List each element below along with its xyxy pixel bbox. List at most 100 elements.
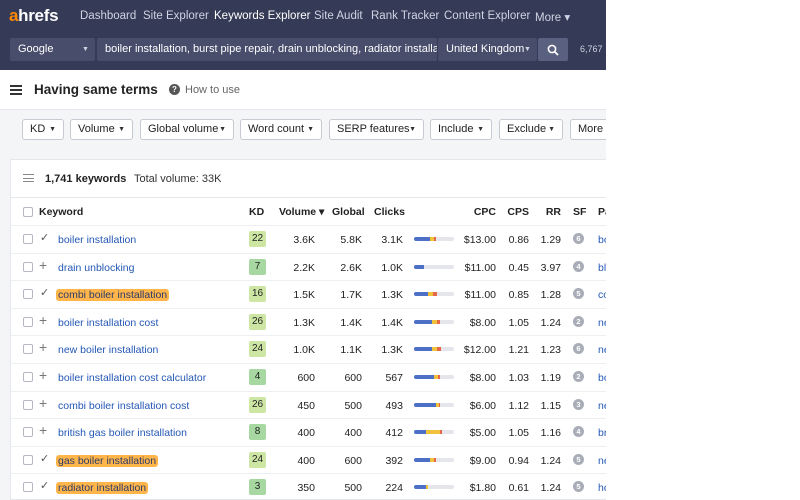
clicks-cell: 1.4K xyxy=(381,316,403,329)
col-cps[interactable]: CPS xyxy=(507,206,529,218)
list-icon[interactable] xyxy=(23,174,34,182)
serp-features-count[interactable]: 6 xyxy=(573,233,584,244)
col-volume[interactable]: Volume ▾ xyxy=(279,206,325,218)
parent-topic-link[interactable]: bl xyxy=(598,261,606,274)
serp-features-count[interactable]: 4 xyxy=(573,426,584,438)
filter-include[interactable]: Include ▼ xyxy=(430,119,492,140)
cpc-cell: $8.00 xyxy=(469,372,496,384)
keyword-link[interactable]: boiler installation cost xyxy=(58,316,159,329)
keyword-link[interactable]: british gas boiler installation xyxy=(58,427,187,440)
table-row: + boiler installation cost 26 1.3K 1.4K 1.4K $… xyxy=(11,307,606,336)
parent-topic-link[interactable]: bo xyxy=(598,372,606,384)
serp-features-count[interactable]: 6 xyxy=(573,343,584,355)
col-sf[interactable]: SF xyxy=(573,206,587,218)
nav-more[interactable]: More ▾ xyxy=(535,12,571,24)
row-checkbox[interactable] xyxy=(23,234,33,244)
col-clicks[interactable]: Clicks xyxy=(374,206,405,218)
parent-topic-link[interactable]: ne xyxy=(598,399,606,412)
parent-topic-link[interactable]: bo xyxy=(598,234,606,246)
keyword-link[interactable]: radiator installation xyxy=(56,482,149,495)
filter-volume[interactable]: Volume ▼ xyxy=(70,119,133,140)
add-icon[interactable]: + xyxy=(39,367,48,383)
keyword-link[interactable]: new boiler installation xyxy=(58,344,159,357)
keyword-link[interactable]: combi boiler installation cost xyxy=(58,399,190,412)
bar-segment xyxy=(439,402,440,407)
add-icon[interactable]: + xyxy=(39,256,48,273)
nav-rank-tracker[interactable]: Rank Tracker xyxy=(371,10,440,22)
filter-exclude[interactable]: Exclude ▼ xyxy=(499,119,563,140)
row-checkbox[interactable] xyxy=(23,427,33,438)
col-kd[interactable]: KD xyxy=(249,206,265,218)
nav-site-explorer[interactable]: Site Explorer xyxy=(143,10,209,22)
keyword-link[interactable]: drain unblocking xyxy=(58,261,135,274)
help-icon[interactable]: ? xyxy=(169,84,180,95)
serp-features-count[interactable]: 2 xyxy=(573,315,584,327)
row-checkbox[interactable] xyxy=(23,316,33,327)
col-cpc[interactable]: CPC xyxy=(473,206,496,218)
check-icon[interactable]: ✓ xyxy=(40,452,50,465)
keyword-link[interactable]: gas boiler installation xyxy=(56,454,159,467)
col-parent-topic[interactable]: Pa xyxy=(598,206,606,218)
check-icon[interactable]: ✓ xyxy=(40,232,50,244)
cpc-cell: $11.00 xyxy=(464,261,496,274)
select-all-checkbox[interactable] xyxy=(23,207,33,217)
serp-features-count[interactable]: 2 xyxy=(573,371,584,382)
serp-features-count[interactable]: 4 xyxy=(573,260,584,272)
country-select[interactable]: United Kingdom ▼ xyxy=(438,38,537,61)
row-checkbox[interactable] xyxy=(23,344,33,355)
add-icon[interactable]: + xyxy=(39,311,48,328)
parent-topic-link[interactable]: co xyxy=(598,289,606,302)
row-checkbox[interactable] xyxy=(23,399,33,410)
how-to-use-link[interactable]: How to use xyxy=(185,84,241,96)
kd-badge: 22 xyxy=(249,231,266,247)
serp-features-count[interactable]: 3 xyxy=(573,398,584,410)
nav-dashboard[interactable]: Dashboard xyxy=(80,10,137,22)
filter-serp-features[interactable]: SERP features ▼ xyxy=(329,119,424,140)
row-checkbox[interactable] xyxy=(23,372,33,382)
top-navigation: ahrefs Dashboard Site Explorer Keywords … xyxy=(0,0,606,34)
ahrefs-logo[interactable]: ahrefs xyxy=(9,6,59,25)
col-keyword[interactable]: Keyword xyxy=(39,206,84,218)
filter-kd[interactable]: KD ▼ xyxy=(22,119,64,140)
add-icon[interactable]: + xyxy=(39,422,48,439)
search-engine-select[interactable]: Google ▼ xyxy=(10,38,95,61)
search-button[interactable] xyxy=(538,38,568,61)
keyword-link[interactable]: boiler installation xyxy=(58,234,137,246)
serp-features-count[interactable]: 5 xyxy=(573,481,584,493)
cps-cell: 1.05 xyxy=(508,427,529,440)
add-icon[interactable]: + xyxy=(39,339,48,356)
parent-topic-link[interactable]: ne xyxy=(598,454,606,467)
row-checkbox[interactable] xyxy=(23,261,33,272)
serp-features-count[interactable]: 5 xyxy=(573,453,584,465)
row-checkbox[interactable] xyxy=(23,482,33,493)
parent-topic-link[interactable]: ho xyxy=(598,482,606,495)
bar-segment xyxy=(436,347,441,352)
nav-site-audit[interactable]: Site Audit xyxy=(314,10,363,22)
keyword-link[interactable]: boiler installation cost calculator xyxy=(58,372,207,384)
filter-word-count[interactable]: Word count ▼ xyxy=(240,119,322,140)
keywords-input[interactable]: boiler installation, burst pipe repair, … xyxy=(97,38,437,61)
menu-icon[interactable] xyxy=(10,85,22,95)
cpc-cell: $11.00 xyxy=(464,289,496,302)
chevron-down-icon: ▼ xyxy=(477,126,484,133)
parent-topic-link[interactable]: br xyxy=(598,427,606,440)
parent-topic-link[interactable]: ne xyxy=(598,344,606,357)
keyword-link[interactable]: combi boiler installation xyxy=(56,289,170,302)
parent-topic-link[interactable]: ne xyxy=(598,316,606,329)
serp-features-count[interactable]: 5 xyxy=(573,288,584,300)
col-rr[interactable]: RR xyxy=(545,206,561,218)
check-icon[interactable]: ✓ xyxy=(40,480,50,493)
credits-count: 6,767 xyxy=(580,44,603,54)
nav-content-explorer[interactable]: Content Explorer xyxy=(444,10,531,22)
row-checkbox[interactable] xyxy=(23,289,33,300)
add-icon[interactable]: + xyxy=(39,394,48,411)
row-checkbox[interactable] xyxy=(23,454,33,465)
keyword-cell: boiler installation cost xyxy=(58,317,158,329)
keyword-cell: combi boiler installation xyxy=(56,289,170,302)
check-icon[interactable]: ✓ xyxy=(40,287,50,300)
filter-more[interactable]: More xyxy=(570,119,606,140)
nav-keywords-explorer[interactable]: Keywords Explorer xyxy=(214,10,311,22)
filter-global-volume[interactable]: Global volume ▼ xyxy=(140,119,234,140)
col-global[interactable]: Global xyxy=(332,206,365,218)
chevron-down-icon: ▼ xyxy=(118,126,125,133)
